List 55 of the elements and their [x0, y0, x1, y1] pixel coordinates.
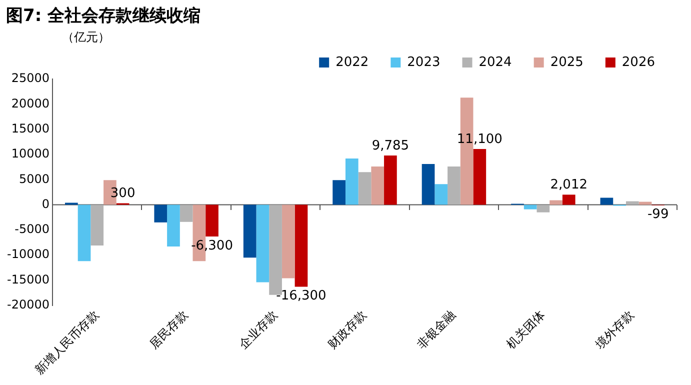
bar	[243, 204, 256, 258]
bar	[371, 166, 384, 205]
bar	[294, 204, 308, 287]
y-axis-title: （亿元）	[62, 30, 110, 44]
bar	[422, 164, 435, 205]
y-tick-label: -15000	[6, 272, 50, 286]
bar	[345, 158, 358, 205]
bar	[434, 184, 448, 205]
bar	[180, 204, 193, 222]
bar	[536, 204, 550, 212]
bar	[167, 204, 180, 247]
x-tick-label: 非银金融	[414, 308, 458, 352]
bar	[473, 148, 486, 205]
y-tick-label: 10000	[11, 146, 50, 161]
bar	[448, 166, 460, 205]
x-tick-label: 机关团体	[504, 308, 548, 352]
bar	[562, 194, 576, 205]
x-tick-label: 财政存款	[325, 308, 370, 352]
y-tick-label: -10000	[6, 247, 50, 262]
bar	[154, 204, 168, 222]
legend-label: 2026	[622, 54, 656, 70]
bar	[600, 198, 614, 205]
bar	[90, 204, 104, 246]
bar	[524, 204, 537, 210]
bar	[550, 200, 562, 205]
data-label: 300	[110, 186, 136, 202]
bar	[206, 204, 218, 236]
y-tick-label: 15000	[11, 121, 50, 136]
data-label: -6,300	[191, 238, 233, 254]
data-label: -16,300	[276, 288, 326, 304]
y-tick-label: 25000	[11, 71, 50, 86]
bar	[256, 204, 270, 282]
bar	[638, 202, 652, 205]
y-tick-label: 0	[42, 196, 50, 211]
y-tick-label: 5000	[18, 172, 50, 186]
legend-label: 2025	[550, 54, 584, 70]
bar	[332, 180, 346, 205]
x-tick-label: 居民存款	[146, 308, 191, 352]
y-tick-label: -5000	[14, 222, 50, 236]
bar	[282, 204, 295, 278]
data-label: 9,785	[372, 138, 410, 154]
chart-title: 图7: 全社会存款继续收缩	[6, 5, 201, 27]
x-tick-label: 境外存款	[592, 308, 637, 352]
legend-label: 2024	[478, 54, 512, 70]
data-label: 2,012	[550, 178, 588, 193]
y-tick-label: 20000	[11, 96, 50, 110]
x-tick-label: 企业存款	[236, 308, 280, 352]
data-label: -99	[647, 207, 669, 222]
bar	[78, 204, 91, 262]
bar	[358, 172, 372, 205]
bar	[626, 201, 639, 205]
bar	[384, 156, 397, 205]
legend-label: 2022	[336, 54, 369, 70]
legend-label: 2023	[407, 54, 440, 70]
data-label: 11,100	[456, 132, 502, 147]
